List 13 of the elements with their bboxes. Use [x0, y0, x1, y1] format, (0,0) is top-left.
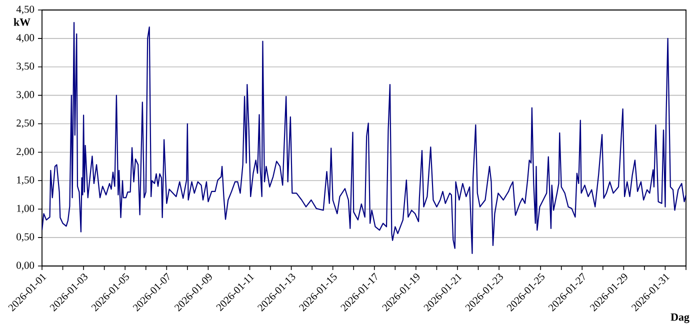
y-tick-label: 4,50 — [16, 6, 34, 14]
y-tick-label: 3,00 — [16, 90, 34, 100]
y-tick-label: 0,50 — [16, 233, 34, 242]
line-series — [42, 22, 686, 254]
y-tick-label: 1,00 — [17, 204, 34, 214]
y-tick-label: 2,00 — [16, 148, 34, 156]
y-tick-label: 0,00 — [16, 262, 34, 270]
y-tick-label: 1,50 — [17, 176, 34, 185]
y-axis-title: kW — [14, 18, 30, 26]
x-axis-title: Dag — [670, 313, 690, 323]
y-tick-label: 4,00 — [16, 34, 34, 43]
y-tick-label: 3,50 — [16, 62, 34, 71]
y-tick-label: 2,50 — [16, 119, 34, 128]
